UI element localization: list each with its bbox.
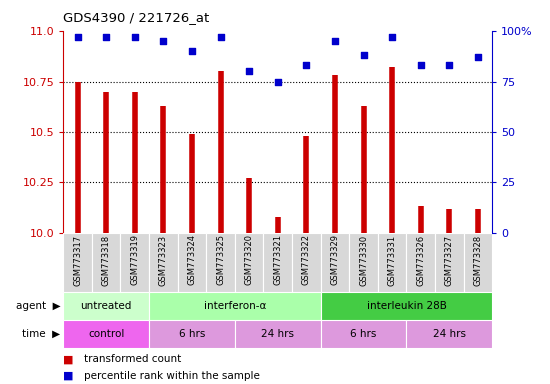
Text: GSM773322: GSM773322: [302, 235, 311, 285]
Bar: [464, 233, 492, 292]
Text: ■: ■: [63, 354, 74, 364]
Point: [245, 68, 254, 74]
Text: interleukin 28B: interleukin 28B: [366, 301, 447, 311]
Bar: [206, 233, 235, 292]
Bar: [321, 233, 349, 292]
Bar: [321, 320, 406, 348]
Text: time  ▶: time ▶: [23, 329, 60, 339]
Bar: [378, 233, 406, 292]
Point: [474, 54, 482, 60]
Point: [331, 38, 339, 44]
Text: 24 hrs: 24 hrs: [261, 329, 294, 339]
Text: 24 hrs: 24 hrs: [433, 329, 466, 339]
Text: GSM773318: GSM773318: [102, 235, 111, 286]
Point: [445, 62, 454, 68]
Bar: [92, 233, 120, 292]
Point: [159, 38, 168, 44]
Bar: [235, 320, 321, 348]
Text: percentile rank within the sample: percentile rank within the sample: [84, 371, 260, 381]
Point: [102, 34, 111, 40]
Text: control: control: [88, 329, 124, 339]
Text: GSM773326: GSM773326: [416, 235, 425, 286]
Text: GSM773325: GSM773325: [216, 235, 225, 285]
Text: GSM773324: GSM773324: [188, 235, 196, 285]
Bar: [63, 233, 92, 292]
Text: 6 hrs: 6 hrs: [179, 329, 205, 339]
Bar: [149, 233, 178, 292]
Text: ■: ■: [63, 371, 74, 381]
Bar: [406, 320, 492, 348]
Point: [130, 34, 139, 40]
Bar: [263, 233, 292, 292]
Text: GSM773331: GSM773331: [388, 235, 397, 286]
Point: [302, 62, 311, 68]
Bar: [406, 233, 435, 292]
Bar: [63, 292, 149, 320]
Point: [359, 52, 368, 58]
Bar: [63, 320, 149, 348]
Bar: [435, 233, 464, 292]
Bar: [235, 233, 263, 292]
Bar: [149, 320, 235, 348]
Text: GSM773328: GSM773328: [474, 235, 482, 286]
Bar: [349, 233, 378, 292]
Bar: [292, 233, 321, 292]
Text: transformed count: transformed count: [84, 354, 182, 364]
Bar: [321, 292, 492, 320]
Bar: [149, 292, 321, 320]
Text: GSM773330: GSM773330: [359, 235, 368, 286]
Bar: [178, 233, 206, 292]
Text: GSM773317: GSM773317: [73, 235, 82, 286]
Bar: [120, 233, 149, 292]
Text: agent  ▶: agent ▶: [16, 301, 61, 311]
Text: GSM773323: GSM773323: [159, 235, 168, 286]
Point: [416, 62, 425, 68]
Text: GSM773327: GSM773327: [445, 235, 454, 286]
Point: [73, 34, 82, 40]
Point: [388, 34, 397, 40]
Text: GSM773329: GSM773329: [331, 235, 339, 285]
Text: untreated: untreated: [80, 301, 132, 311]
Point: [216, 34, 225, 40]
Text: GSM773319: GSM773319: [130, 235, 139, 285]
Text: GSM773320: GSM773320: [245, 235, 254, 285]
Text: GSM773321: GSM773321: [273, 235, 282, 285]
Text: GDS4390 / 221726_at: GDS4390 / 221726_at: [63, 11, 210, 24]
Point: [188, 48, 196, 54]
Text: interferon-α: interferon-α: [204, 301, 266, 311]
Text: 6 hrs: 6 hrs: [350, 329, 377, 339]
Point: [273, 78, 282, 84]
